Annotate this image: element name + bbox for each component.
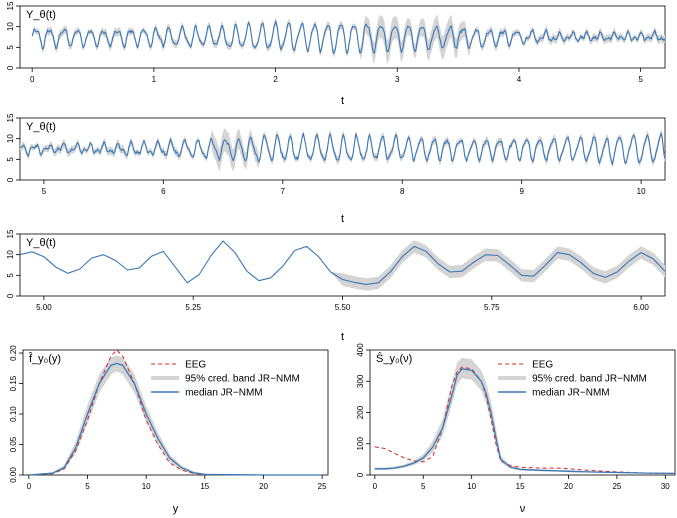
x-tick-label: 7 (281, 187, 286, 196)
y-tick-label: 5 (6, 157, 15, 162)
legend: EEG 95% cred. band JR−NMM median JR−NMM (151, 360, 300, 399)
x-tick-label: 6.00 (633, 303, 649, 312)
x-tick-label: 15 (200, 482, 209, 491)
y-tick-label: 0.10 (9, 406, 18, 422)
x-tick-label: 25 (318, 482, 327, 491)
y-tick-label: 10 (6, 250, 15, 259)
x-tick-label: 30 (661, 482, 670, 491)
median-series-line (31, 20, 666, 55)
panel-1: 0 1 2 3 4 5 0 5 10 15 t Y_θ(t) (6, 1, 666, 107)
panel-label: Y_θ(t) (26, 237, 56, 249)
median-series-line (374, 368, 676, 475)
x-tick-label: 0 (27, 482, 32, 491)
y-tick-label: 0.00 (9, 467, 18, 483)
x-axis-title: t (341, 331, 344, 343)
x-tick-label: 0 (373, 482, 378, 491)
x-axis-title: t (341, 213, 344, 225)
legend-label: EEG (185, 360, 206, 371)
legend-label: median JR−NMM (185, 388, 263, 399)
legend-label: median JR−NMM (532, 388, 610, 399)
y-tick-label: 5 (6, 45, 15, 50)
plot-frame (22, 349, 329, 476)
x-tick-label: 10 (467, 482, 476, 491)
median-series-line (28, 362, 323, 476)
panel-label: Ŝ_y₀(ν) (376, 352, 412, 365)
panel-4: 0 5 10 15 20 25 0.00 0.05 0.10 0.15 0.20 y f̂_y₀(y) E… (9, 345, 329, 515)
y-tick-label: 15 (6, 113, 15, 122)
y-tick-label: 0.15 (9, 375, 18, 391)
y-tick-label: 0 (6, 293, 15, 298)
x-tick-label: 6 (161, 187, 166, 196)
panel-2: 5 6 7 8 9 10 0 5 10 15 t Y_θ(t) (6, 113, 666, 225)
x-axis-title: t (341, 95, 344, 107)
x-tick-label: 5 (85, 482, 90, 491)
x-tick-label: 5.25 (185, 303, 201, 312)
y-tick-label: 0 (356, 472, 365, 477)
y-tick-label: 0 (6, 177, 15, 182)
x-tick-label: 3 (395, 75, 400, 84)
x-tick-label: 5 (421, 482, 426, 491)
x-tick-label: 5.00 (36, 303, 52, 312)
x-tick-label: 0 (30, 75, 35, 84)
x-tick-label: 1 (152, 75, 157, 84)
x-tick-label: 20 (259, 482, 268, 491)
x-axis-title: ν (520, 503, 526, 515)
x-tick-label: 8 (400, 187, 405, 196)
x-tick-label: 9 (519, 187, 524, 196)
y-tick-label: 0 (6, 65, 15, 70)
x-tick-label: 2 (273, 75, 278, 84)
x-tick-label: 15 (516, 482, 525, 491)
x-tick-label: 25 (612, 482, 621, 491)
x-tick-label: 10 (142, 482, 151, 491)
panel-label: Y_θ(t) (26, 121, 56, 133)
eeg-series-line (28, 349, 323, 476)
median-series-line (19, 132, 666, 166)
legend-label: 95% cred. band JR−NMM (185, 374, 300, 385)
panel-label: Y_θ(t) (26, 9, 56, 21)
x-tick-label: 4 (517, 75, 522, 84)
x-tick-label: 5 (42, 187, 47, 196)
plot-frame (19, 117, 666, 181)
y-tick-label: 5 (6, 273, 15, 278)
y-tick-label: 10 (6, 134, 15, 143)
panel-label: f̂_y₀(y) (29, 351, 62, 365)
credible-band (32, 14, 665, 64)
y-tick-label: 0.20 (9, 345, 18, 361)
y-tick-label: 15 (6, 1, 15, 10)
x-tick-label: 10 (637, 187, 646, 196)
legend-label: EEG (532, 360, 553, 371)
x-tick-label: 20 (564, 482, 573, 491)
credible-band (28, 355, 323, 475)
legend-label: 95% cred. band JR−NMM (532, 374, 647, 385)
median-series-line (19, 240, 666, 285)
legend: EEG 95% cred. band JR−NMM median JR−NMM (498, 360, 647, 399)
x-axis-title: y (173, 503, 179, 515)
plot-frame (19, 233, 666, 297)
y-tick-label: 100 (356, 437, 365, 451)
plot-frame (369, 349, 676, 476)
y-tick-label: 400 (356, 343, 365, 357)
panel-3: 5.00 5.25 5.50 5.75 6.00 0 5 10 15 t Y_θ(t) (6, 229, 666, 343)
y-tick-label: 0.05 (9, 436, 18, 452)
y-tick-label: 10 (6, 22, 15, 31)
y-tick-label: 15 (6, 229, 15, 238)
x-tick-label: 5 (638, 75, 643, 84)
y-tick-label: 300 (356, 374, 365, 388)
x-tick-label: 5.75 (484, 303, 500, 312)
credible-band (20, 240, 665, 291)
x-tick-label: 5.50 (335, 303, 351, 312)
y-tick-label: 200 (356, 405, 365, 419)
